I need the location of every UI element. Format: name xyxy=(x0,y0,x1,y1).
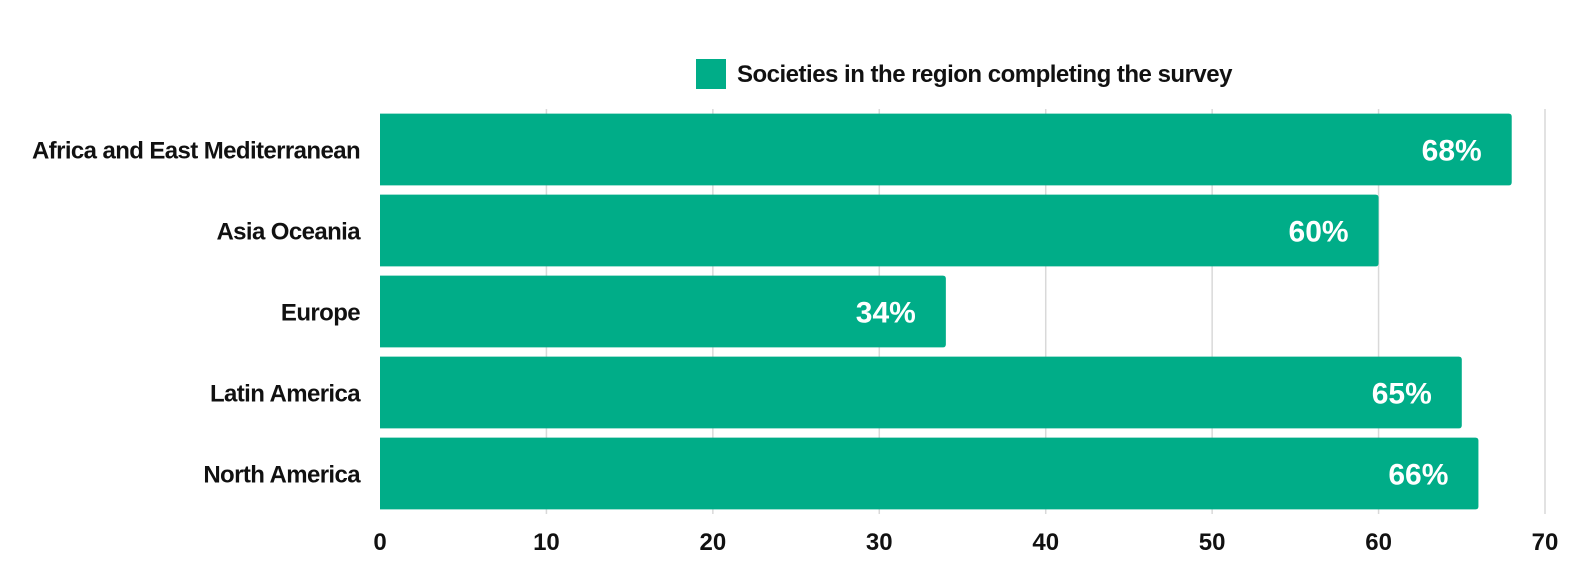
category-labels: Africa and East Mediterranean Asia Oceani… xyxy=(32,138,362,489)
bar-0 xyxy=(380,113,1512,186)
category-label-2: Europe xyxy=(281,300,360,327)
legend-label: Societies in the region completing the s… xyxy=(737,61,1233,88)
category-label-0: Africa and East Mediterranean xyxy=(32,138,360,165)
x-tick-label-60: 60 xyxy=(1365,529,1392,556)
x-tick-label-0: 0 xyxy=(373,529,386,556)
category-label-1: Asia Oceania xyxy=(216,219,361,246)
data-label-2: 34% xyxy=(856,297,916,330)
data-label-1: 60% xyxy=(1289,216,1349,249)
x-tick-label-20: 20 xyxy=(700,529,727,556)
bar-4 xyxy=(380,437,1479,510)
x-tick-label-30: 30 xyxy=(866,529,893,556)
legend: Societies in the region completing the s… xyxy=(696,59,1234,89)
data-label-3: 65% xyxy=(1372,378,1432,411)
category-label-4: North America xyxy=(203,462,361,489)
bar-1 xyxy=(380,194,1379,267)
x-tick-label-70: 70 xyxy=(1532,529,1559,556)
x-tick-label-10: 10 xyxy=(533,529,560,556)
data-label-4: 66% xyxy=(1388,459,1448,492)
x-axis-tick-labels: 0 10 20 30 40 50 60 70 xyxy=(373,529,1558,556)
data-label-0: 68% xyxy=(1422,135,1482,168)
bars: 68% 60% 34% 65% 66% xyxy=(380,113,1512,510)
x-tick-label-50: 50 xyxy=(1199,529,1226,556)
x-tick-label-40: 40 xyxy=(1032,529,1059,556)
legend-swatch xyxy=(696,59,726,89)
bar-3 xyxy=(380,356,1462,429)
bar-2 xyxy=(380,275,946,348)
category-label-3: Latin America xyxy=(210,381,361,408)
